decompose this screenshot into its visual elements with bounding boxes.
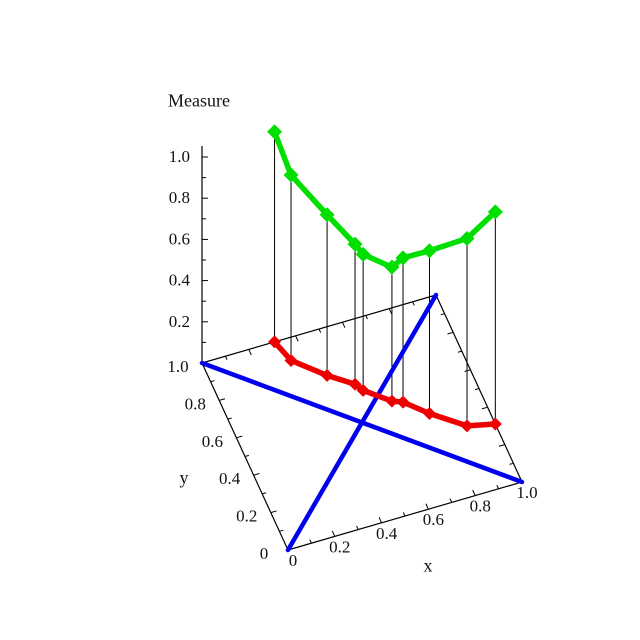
z-tick-label: 0.6 [169,229,190,248]
measure-curve-marker [421,243,437,259]
y-axis-tick [262,492,267,495]
y-tick-label: 0.6 [202,432,223,451]
measure-curve-marker [459,230,475,246]
x-tick-label: 0 [289,551,298,570]
y-tick-label: 0 [260,544,269,563]
diagonal-descending-line [199,360,525,485]
x-tick-label: 0.8 [470,497,491,516]
right-edge-tick [464,369,471,372]
right-edge-tick [481,406,488,410]
x-axis-tick [425,503,429,510]
x-axis-tick [402,512,406,517]
back-edge-tick [341,321,346,328]
measure-curve-marker [395,250,411,266]
measure-curve-line [271,129,499,270]
back-edge-tick [412,301,415,306]
right-edge-tick [498,444,505,447]
y-axis-tick [270,510,277,514]
y-axis-tick [244,454,249,457]
y-axis-title: y [179,467,189,488]
measure-curve-marker [283,167,299,183]
x-tick-label: 1.0 [516,483,537,502]
z-axis-title: Measure [168,90,230,111]
back-edge-tick [248,349,252,356]
back-edge-tick [365,315,368,320]
projection-curve-marker [396,395,410,409]
x-tick-label: 0.4 [376,524,398,543]
z-tick-label: 0.2 [169,312,190,331]
z-tick-label: 0.8 [169,188,190,207]
z-tick-label: 0.4 [169,271,191,290]
x-axis-tick [449,498,453,503]
x-axis-tick [378,517,383,524]
x-tick-label: 0.6 [423,510,444,529]
back-edge-tick [224,355,228,361]
projection-curve-marker [460,419,474,433]
projection-curve-marker [385,394,399,408]
y-axis-tick [219,398,226,401]
projection-curve-marker [356,383,370,397]
x-axis-tick [496,484,500,490]
y-axis-tick [210,380,215,383]
right-edge-tick [475,388,480,391]
projection-curve-line [271,339,499,429]
measure-curve-marker [487,204,503,220]
right-edge-tick [457,350,462,353]
measure-curve-marker [355,246,371,262]
back-edge-tick [388,308,393,315]
x-axis-tick [309,539,312,544]
x-axis-tick [356,525,359,530]
x-axis-tick [331,530,336,537]
projection-curve-marker [348,377,362,391]
projection-curve-marker [268,335,282,349]
y-axis-tick [253,473,260,476]
y-tick-label: 0.8 [185,394,206,413]
measure-curve-marker [384,259,400,275]
x-tick-label: 0.2 [329,537,350,556]
projection-curve-marker [488,417,502,431]
y-axis-tick [227,417,232,420]
projection-curve-marker [422,406,436,420]
right-edge-tick [509,462,514,465]
y-tick-label: 0.2 [236,507,257,526]
measure-curve-marker [267,124,283,140]
x-axis-title: x [423,555,433,576]
back-edge-tick [295,335,299,342]
projection-curve-marker [284,353,298,367]
x-axis-tick [472,489,476,496]
y-axis-tick [236,435,243,439]
back-edge-tick [318,328,322,333]
right-edge-tick [440,313,445,316]
measure-curve-marker [319,207,335,223]
projection-curve-marker [320,368,334,382]
measure-curve-marker [347,236,363,252]
y-tick-label: 0.4 [219,469,241,488]
y-axis-tick [279,529,284,532]
right-edge-tick [447,331,454,335]
y-tick-label: 1.0 [167,357,188,376]
z-tick-label: 1.0 [169,147,190,166]
